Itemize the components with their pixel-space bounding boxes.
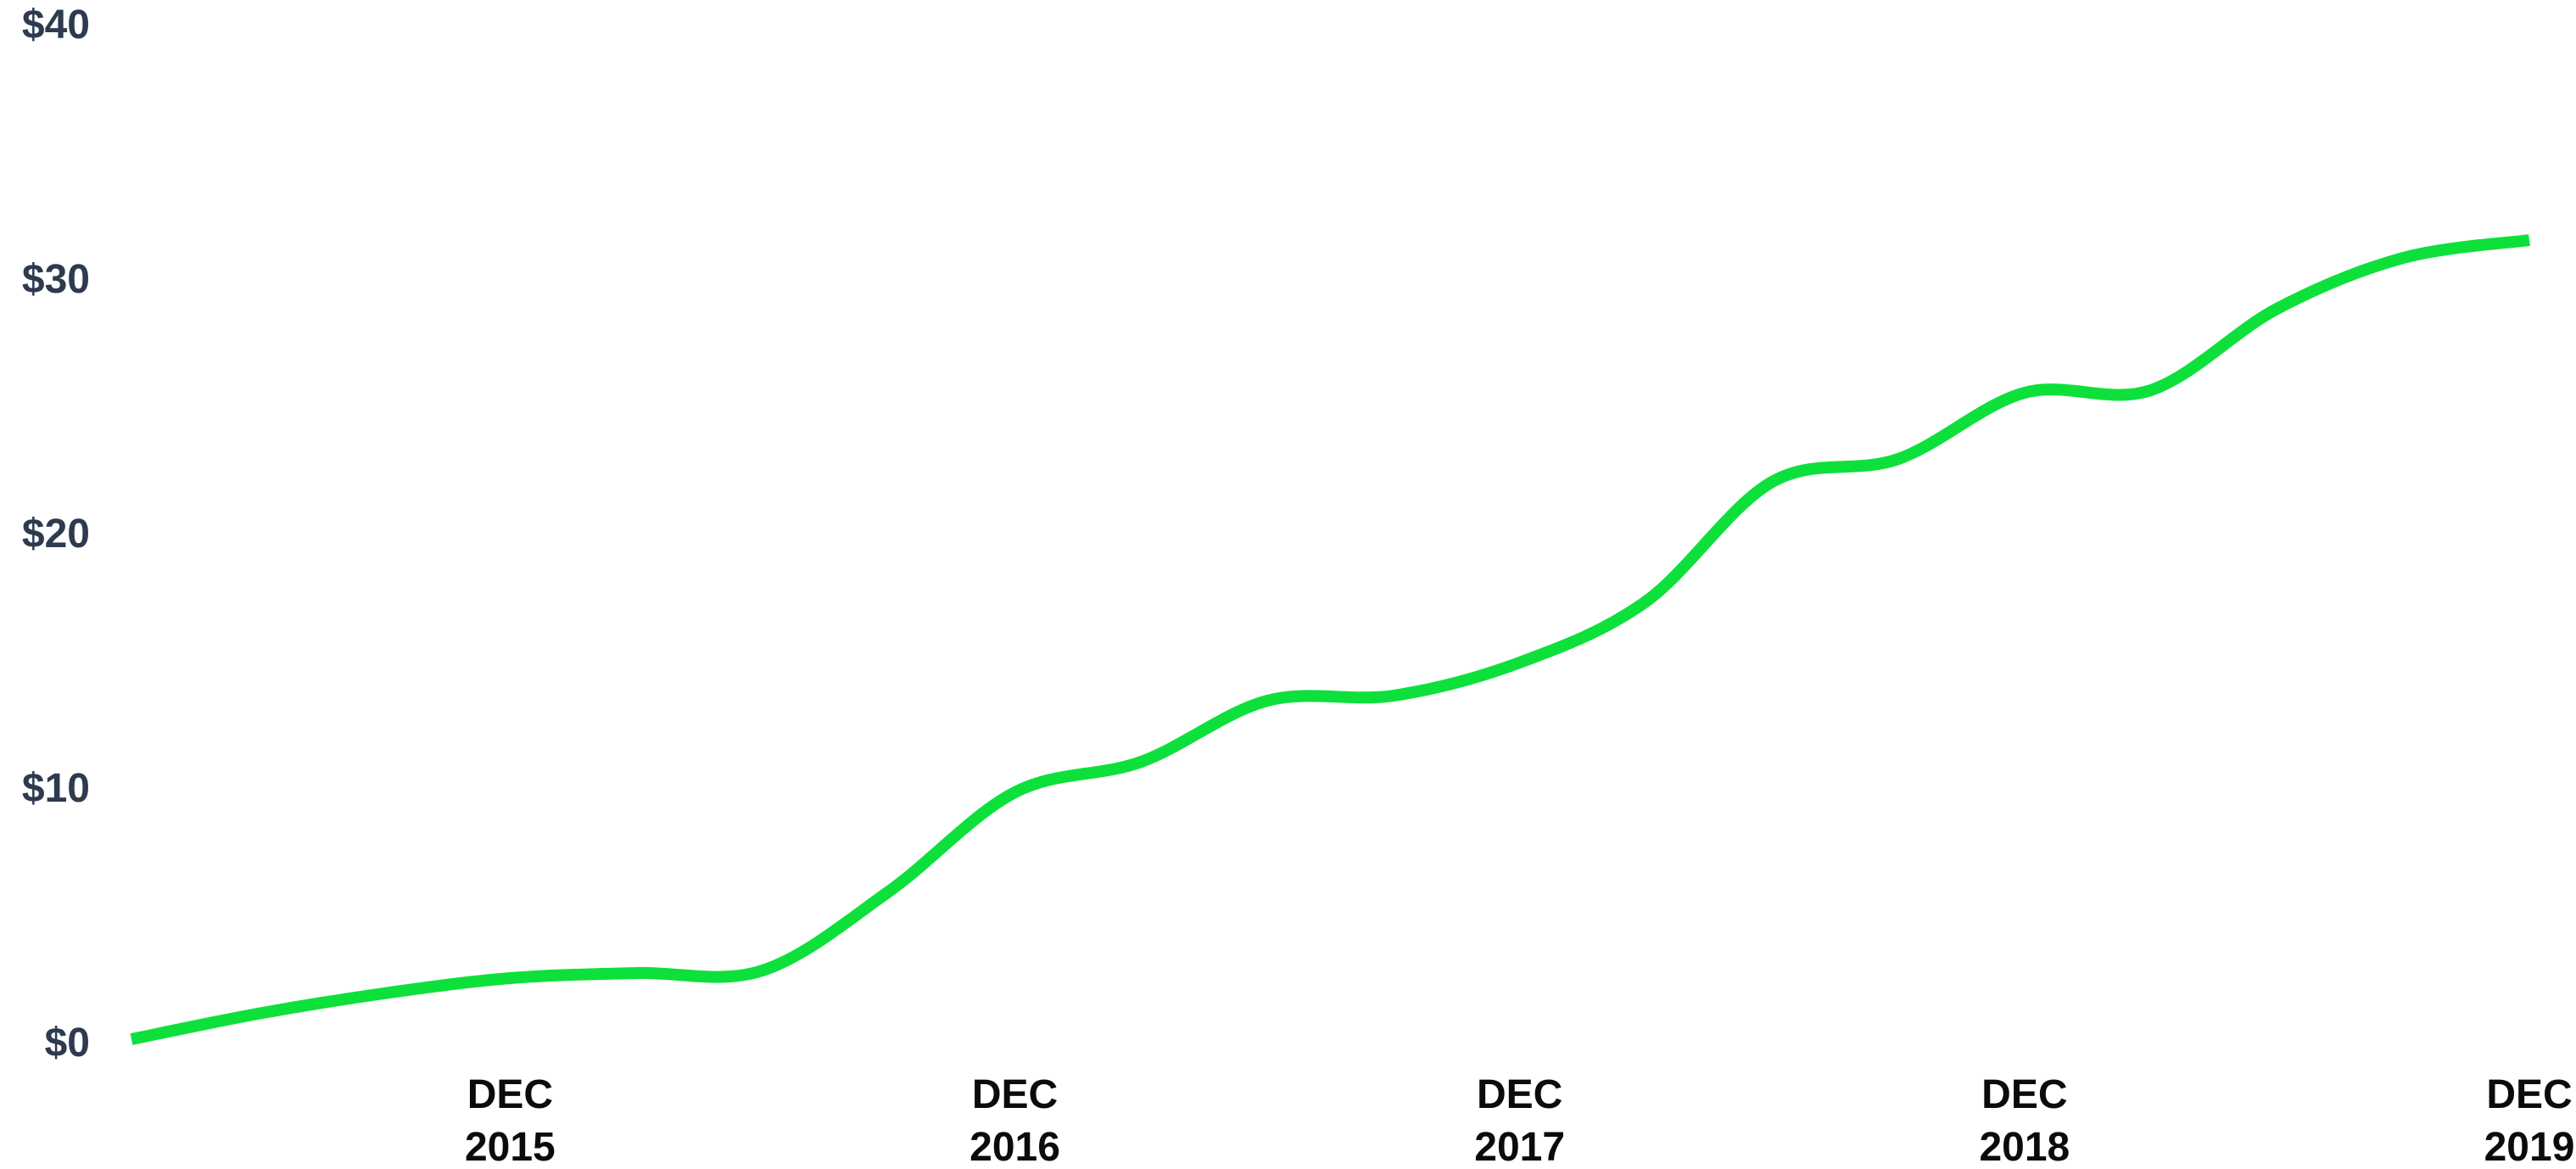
y-axis: $40 $30 $20 $10 $0 bbox=[22, 3, 90, 1066]
y-tick-label: $10 bbox=[22, 766, 90, 811]
data-point bbox=[2397, 252, 2409, 264]
y-tick-label: $20 bbox=[22, 512, 90, 557]
x-tick-label: DEC 2015 bbox=[465, 1072, 556, 1169]
series-layer bbox=[126, 234, 2535, 1045]
data-point bbox=[252, 1008, 264, 1020]
data-point bbox=[630, 967, 642, 979]
data-point bbox=[1009, 786, 1021, 798]
data-point bbox=[1892, 453, 1904, 465]
data-point bbox=[126, 1033, 137, 1045]
data-point bbox=[1261, 695, 1273, 707]
x-tick-label: DEC 2016 bbox=[969, 1072, 1060, 1169]
x-tick-label: DEC 2018 bbox=[1979, 1072, 2070, 1169]
data-point bbox=[2271, 303, 2283, 315]
x-tick-year: 2015 bbox=[465, 1125, 556, 1169]
x-tick-year: 2016 bbox=[969, 1125, 1060, 1169]
x-tick-month: DEC bbox=[1477, 1072, 1562, 1117]
data-point bbox=[1388, 690, 1400, 702]
x-tick-month: DEC bbox=[972, 1072, 1058, 1117]
x-axis: DEC 2015 DEC 2016 DEC 2017 DEC 2018 DEC 2019 bbox=[465, 1072, 2574, 1169]
y-tick-label: $0 bbox=[45, 1021, 90, 1066]
x-tick-year: 2018 bbox=[1979, 1125, 2070, 1169]
x-tick-month: DEC bbox=[2486, 1072, 2572, 1117]
data-point bbox=[883, 886, 895, 898]
x-tick-label: DEC 2017 bbox=[1474, 1072, 1565, 1169]
data-point bbox=[1766, 476, 1778, 488]
data-point bbox=[757, 965, 768, 976]
data-point bbox=[2019, 387, 2031, 399]
data-point bbox=[504, 972, 516, 984]
data-point bbox=[2145, 384, 2157, 396]
data-point bbox=[2523, 234, 2535, 246]
data-point bbox=[1640, 596, 1652, 607]
x-tick-label: DEC 2019 bbox=[2484, 1072, 2575, 1169]
x-tick-year: 2017 bbox=[1474, 1125, 1565, 1169]
series-line bbox=[130, 234, 2530, 1045]
data-point bbox=[378, 987, 390, 999]
y-tick-label: $30 bbox=[22, 257, 90, 302]
data-point bbox=[1514, 657, 1526, 668]
x-tick-month: DEC bbox=[467, 1072, 553, 1117]
x-tick-year: 2019 bbox=[2484, 1125, 2575, 1169]
data-point bbox=[1135, 756, 1147, 768]
y-tick-label: $40 bbox=[22, 3, 90, 48]
x-tick-month: DEC bbox=[1981, 1072, 2067, 1117]
